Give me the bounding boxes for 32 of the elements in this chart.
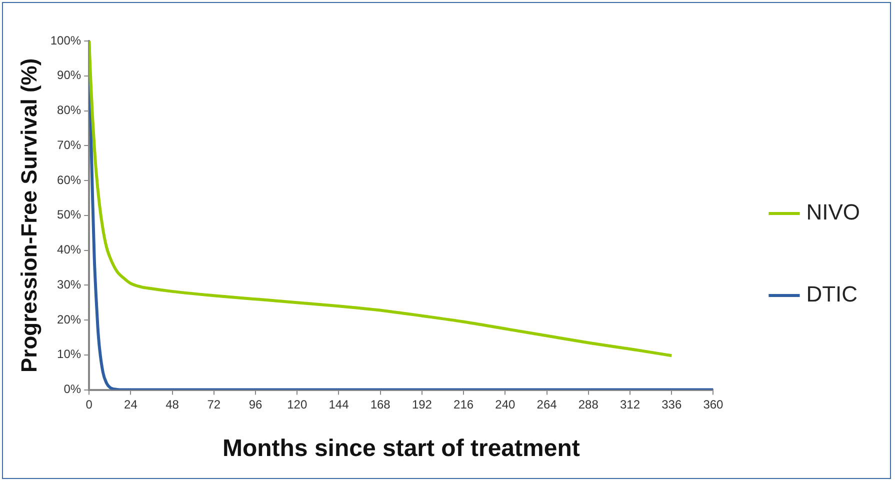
- y-tick-label: 50%: [57, 208, 82, 222]
- x-tick-label: 96: [248, 397, 263, 412]
- y-tick-label: 90%: [57, 68, 82, 82]
- x-tick-label: 72: [207, 397, 221, 412]
- y-tick-label: 70%: [57, 138, 82, 152]
- x-tick-label: 336: [662, 397, 682, 412]
- x-tick-label: 0: [86, 397, 93, 412]
- x-tick-label: 264: [536, 397, 558, 412]
- x-tick-label: 168: [370, 397, 391, 412]
- x-tick-label: 144: [328, 397, 350, 412]
- y-tick-label: 20%: [57, 312, 82, 326]
- legend-label: DTIC: [806, 282, 858, 307]
- y-tick-label: 10%: [57, 347, 82, 362]
- y-tick-label: 0%: [64, 382, 82, 396]
- y-tick-label: 30%: [57, 277, 82, 292]
- x-tick-label: 360: [703, 397, 724, 412]
- x-axis-title: Months since start of treatment: [222, 435, 580, 462]
- y-tick-label: 100%: [50, 33, 82, 48]
- y-tick-label: 80%: [57, 103, 82, 118]
- x-tick-label: 192: [412, 397, 432, 412]
- legend-label: NIVO: [806, 200, 860, 225]
- x-tick-label: 240: [495, 397, 516, 412]
- line-series: [89, 41, 674, 358]
- x-tick-label: 48: [166, 397, 180, 412]
- y-axis-title: Progression-Free Survival (%): [16, 58, 42, 373]
- x-tick-label: 216: [454, 397, 474, 412]
- x-tick-label: 312: [620, 397, 640, 412]
- y-tick-label: 60%: [57, 172, 82, 187]
- x-tick-label: 120: [287, 397, 308, 412]
- y-tick-label: 40%: [57, 242, 82, 257]
- x-tick-label: 288: [578, 397, 599, 412]
- x-tick-label: 24: [124, 397, 138, 412]
